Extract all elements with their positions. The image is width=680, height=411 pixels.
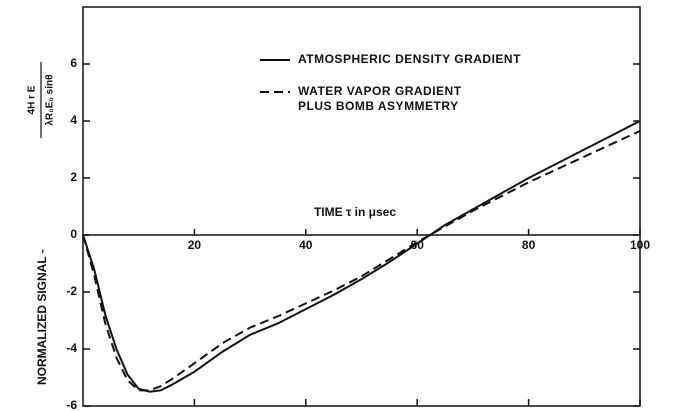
series-line (82, 120, 641, 393)
y-tick-label: 4 (70, 113, 77, 127)
legend-label: WATER VAPOR GRADIENT PLUS BOMB ASYMMETRY (298, 84, 462, 113)
x-tick-label: 100 (630, 238, 650, 252)
y-tick-label: 6 (70, 56, 77, 70)
x-tick-label: 20 (188, 238, 202, 252)
y-tick-label: 0 (70, 227, 77, 241)
x-tick-label: 40 (299, 238, 313, 252)
y-label-denominator: λR₀E₀ sinθ (45, 74, 56, 125)
plot-frame (82, 6, 641, 407)
y-label-numerator: 4H r E (27, 85, 38, 114)
x-axis-label: TIME τ in μsec (314, 205, 396, 219)
y-axis-label-group: NORMALIZED SIGNAL - 4H r E λR₀E₀ sinθ (27, 62, 56, 385)
y-tick-label: -4 (66, 341, 77, 355)
y-tick-label: -2 (66, 284, 77, 298)
legend-label: ATMOSPHERIC DENSITY GRADIENT (298, 52, 521, 66)
y-tick-label: -6 (66, 398, 77, 411)
x-tick-label: 80 (522, 238, 536, 252)
y-axis-label: NORMALIZED SIGNAL - (35, 249, 49, 385)
y-tick-label: 2 (70, 170, 77, 184)
series-line (82, 130, 641, 392)
